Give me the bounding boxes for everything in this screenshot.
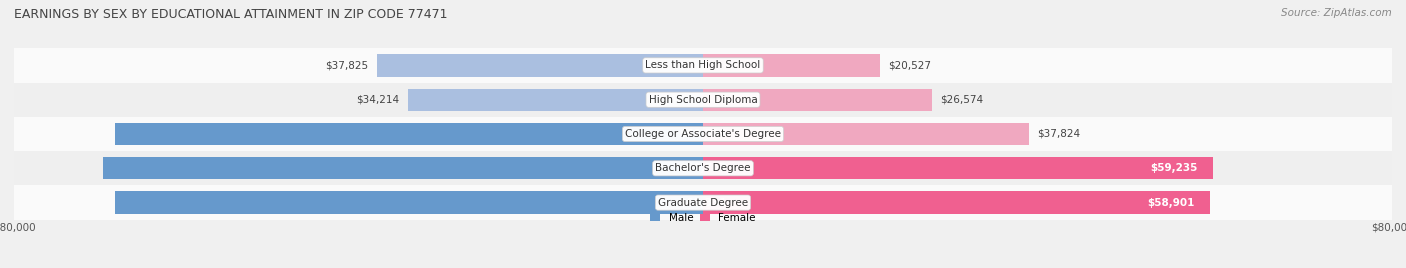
Text: EARNINGS BY SEX BY EDUCATIONAL ATTAINMENT IN ZIP CODE 77471: EARNINGS BY SEX BY EDUCATIONAL ATTAINMEN… [14,8,447,21]
Text: $37,824: $37,824 [1038,129,1080,139]
Bar [114,191,703,214]
Text: $34,214: $34,214 [357,95,399,105]
Text: $68,315: $68,315 [679,129,727,139]
Bar [703,88,932,111]
Bar [14,185,1392,220]
Bar [408,88,703,111]
Bar [14,83,1392,117]
Text: College or Associate's Degree: College or Associate's Degree [626,129,780,139]
Text: Less than High School: Less than High School [645,60,761,70]
Text: Bachelor's Degree: Bachelor's Degree [655,163,751,173]
Bar [377,54,703,77]
Text: $69,707: $69,707 [679,163,727,173]
Text: $68,331: $68,331 [679,198,727,208]
Bar [14,117,1392,151]
Text: High School Diploma: High School Diploma [648,95,758,105]
Bar [703,54,880,77]
Bar [703,157,1213,180]
Bar [14,151,1392,185]
Text: $58,901: $58,901 [1147,198,1195,208]
Bar [103,157,703,180]
Text: Source: ZipAtlas.com: Source: ZipAtlas.com [1281,8,1392,18]
Text: $26,574: $26,574 [941,95,984,105]
Bar [703,123,1029,145]
Legend: Male, Female: Male, Female [650,213,756,223]
Text: $59,235: $59,235 [1150,163,1198,173]
Bar [115,123,703,145]
Text: $20,527: $20,527 [889,60,931,70]
Text: $37,825: $37,825 [326,60,368,70]
Bar [14,48,1392,83]
Bar [703,191,1211,214]
Text: Graduate Degree: Graduate Degree [658,198,748,208]
